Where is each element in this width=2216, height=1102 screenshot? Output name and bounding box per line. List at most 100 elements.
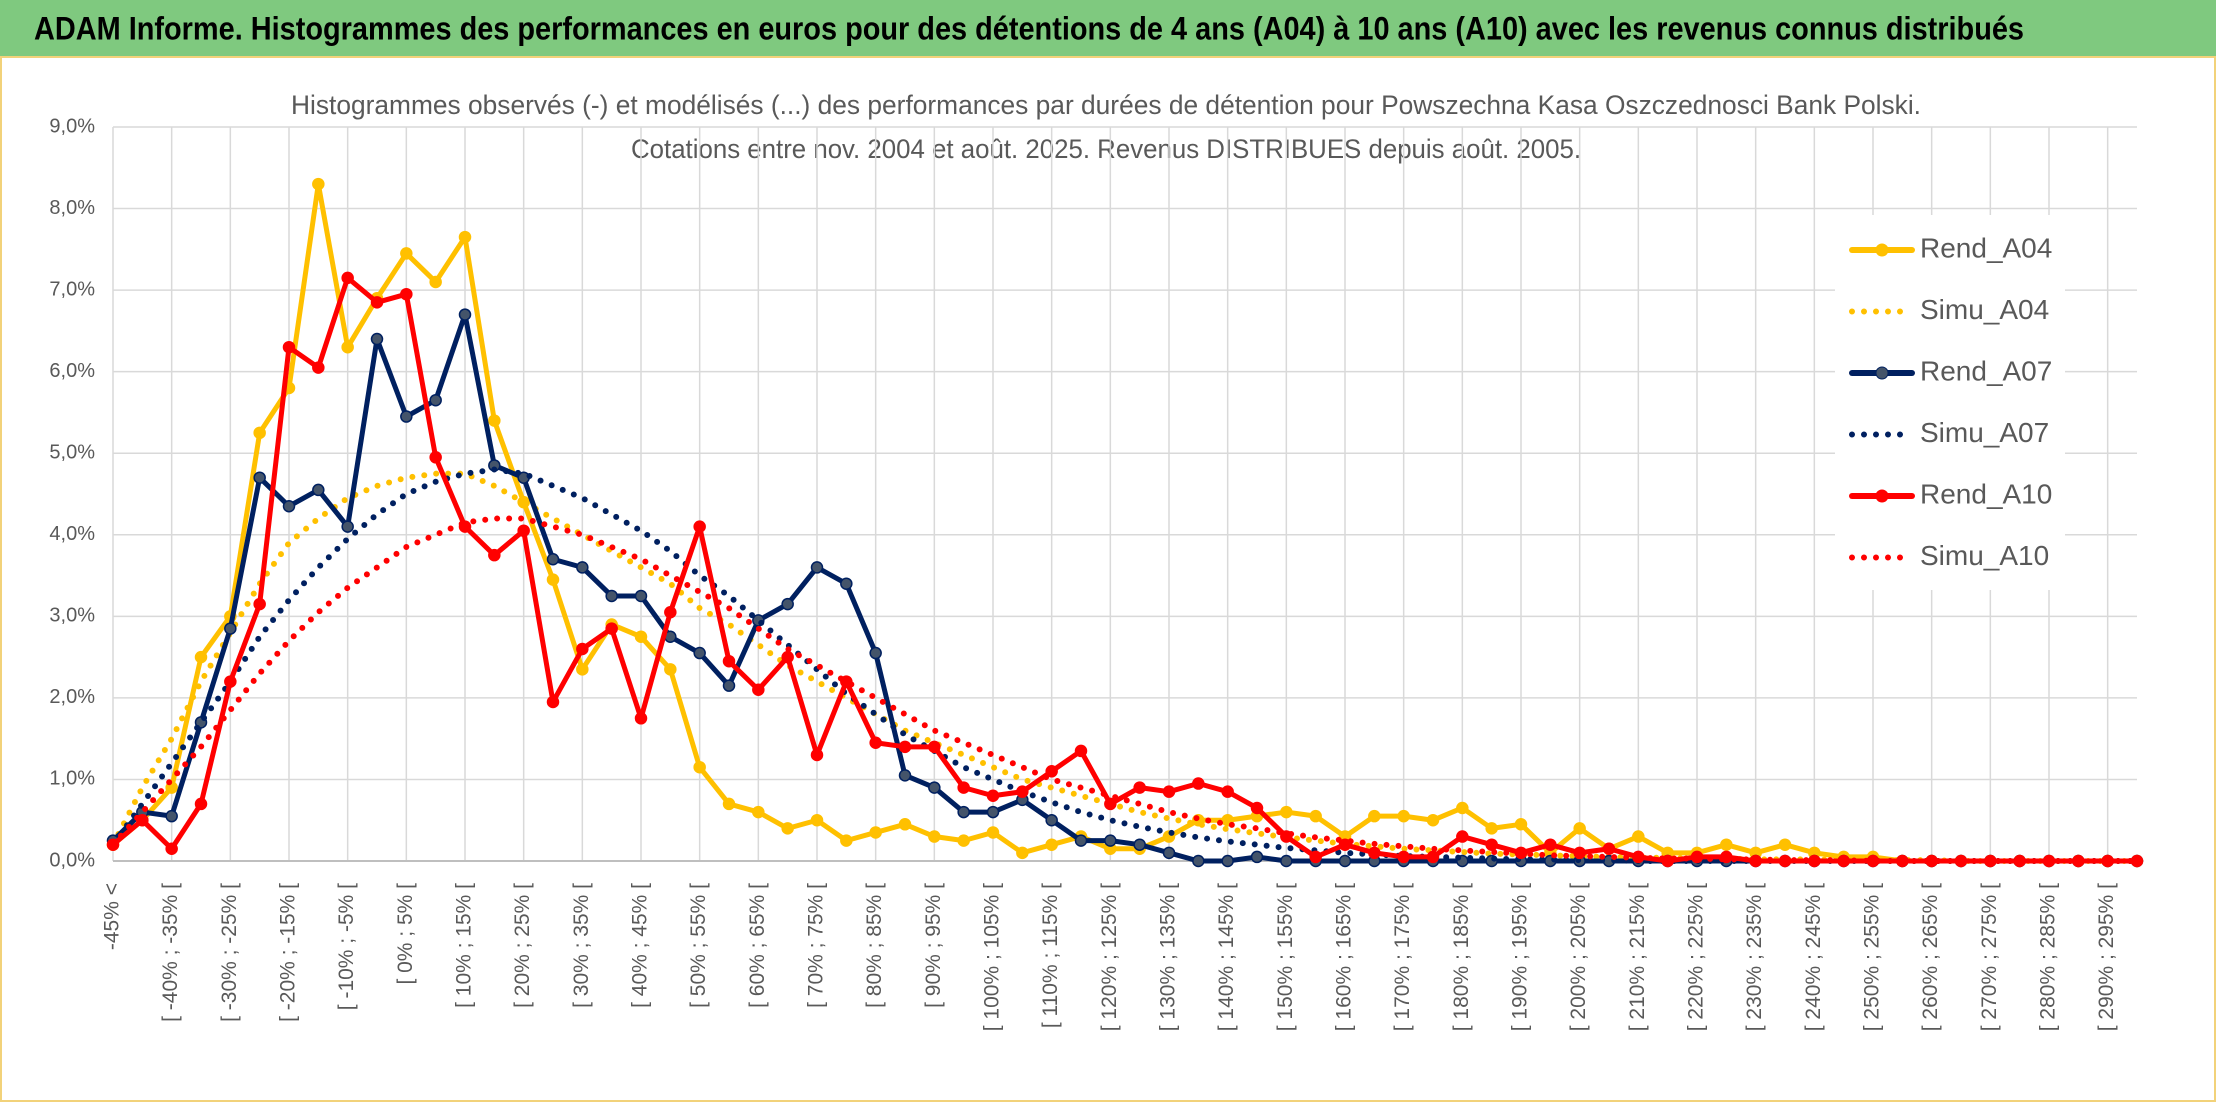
x-tick-label: [ -40% ; -35% [ [159, 883, 182, 1022]
data-point [664, 663, 677, 676]
data-point [634, 630, 648, 643]
legend-label: Rend_A07 [1920, 355, 2052, 386]
data-point [840, 577, 853, 590]
data-point [722, 654, 736, 668]
data-point [1250, 801, 1264, 815]
data-point [664, 606, 677, 619]
x-tick-label: [ 270% ; 275% [ [1978, 883, 2001, 1031]
data-point [605, 622, 618, 635]
y-tick-label: 7,0% [49, 278, 95, 300]
data-point [752, 683, 765, 696]
data-point [1309, 809, 1322, 823]
data-point [986, 826, 1000, 839]
data-point [986, 789, 1000, 803]
y-tick-label: 9,0% [49, 115, 95, 137]
data-point [957, 805, 970, 819]
data-point [928, 781, 941, 794]
data-point [693, 760, 706, 774]
data-point [1192, 777, 1205, 790]
data-point [1778, 838, 1792, 851]
data-point [253, 597, 266, 611]
data-point [869, 736, 882, 749]
data-point [1016, 846, 1029, 860]
x-tick-label: [ 210% ; 215% [ [1626, 883, 1649, 1031]
data-point [282, 499, 296, 513]
legend-marker [1875, 243, 1889, 257]
data-point [722, 679, 736, 692]
data-point [1368, 846, 1381, 860]
data-point [928, 830, 941, 843]
y-tick-label: 5,0% [49, 442, 95, 464]
data-point [341, 271, 354, 285]
legend-box [1835, 215, 2065, 590]
x-tick-label: [ 50% ; 55% [ [687, 883, 710, 1008]
data-point [781, 650, 794, 664]
data-point [1338, 854, 1352, 868]
data-point [546, 552, 560, 566]
data-point [693, 520, 706, 533]
x-tick-label: [ 0% ; 5% [ [394, 883, 417, 985]
data-point [546, 573, 560, 586]
data-point [2130, 854, 2144, 868]
data-point [1133, 781, 1146, 794]
x-tick-label: [ -20% ; -15% [ [277, 883, 300, 1022]
data-point [898, 740, 912, 754]
data-point [1397, 850, 1410, 864]
data-point [840, 834, 853, 847]
x-tick-label: [ 110% ; 115% [ [1039, 883, 1062, 1028]
x-tick-label: [ 90% ; 95% [ [922, 883, 945, 1008]
x-tick-label: [ 100% ; 105% [ [981, 883, 1004, 1031]
x-tick-label: [ 150% ; 155% [ [1274, 883, 1297, 1031]
x-tick-label: [ 10% ; 15% [ [453, 883, 476, 1008]
data-point [1133, 838, 1146, 851]
data-point [986, 805, 1000, 819]
data-point [517, 524, 530, 537]
data-point [1104, 797, 1117, 811]
x-tick-label: [ 120% ; 125% [ [1098, 883, 1121, 1031]
data-point [458, 230, 472, 244]
x-tick-label: [ 170% ; 175% [ [1391, 883, 1414, 1031]
y-tick-label: 2,0% [49, 686, 95, 708]
model-line [110, 515, 2140, 864]
x-tick-label: [ 200% ; 205% [ [1567, 883, 1590, 1031]
x-tick-label: [ 180% ; 185% [ [1450, 883, 1473, 1031]
data-point [810, 813, 824, 827]
data-point [488, 414, 501, 427]
data-point [400, 247, 413, 260]
data-point [1632, 830, 1645, 843]
legend-marker [1875, 366, 1889, 380]
data-point [1338, 838, 1352, 851]
data-point [957, 781, 970, 794]
data-point [400, 287, 413, 301]
chart-subtitle: Histogrammes observés (-) et modélisés (… [291, 90, 1921, 120]
data-point [194, 797, 208, 811]
data-point [429, 393, 442, 407]
observed-line [110, 275, 2140, 864]
data-point [1045, 838, 1058, 851]
data-point [1456, 801, 1469, 815]
data-point [312, 177, 325, 191]
x-tick-label: -45% < [101, 883, 124, 950]
data-point [1573, 822, 1586, 835]
data-point [1074, 744, 1088, 758]
x-tick-label: [ 130% ; 135% [ [1157, 883, 1180, 1031]
data-point [165, 809, 178, 823]
data-point [194, 650, 208, 664]
title-bar [0, 0, 2216, 56]
data-point [1544, 838, 1557, 851]
data-point [898, 769, 912, 782]
data-point [869, 826, 882, 839]
data-point [576, 642, 589, 656]
data-point [370, 332, 384, 346]
data-point [1456, 830, 1469, 843]
data-point [752, 805, 765, 819]
data-point [1104, 834, 1117, 847]
data-point [165, 842, 178, 856]
data-point [1074, 834, 1088, 847]
data-point [312, 483, 325, 497]
data-point [312, 361, 325, 374]
data-point [781, 822, 794, 835]
legend-label: Rend_A10 [1920, 478, 2052, 509]
data-point [1602, 842, 1616, 856]
